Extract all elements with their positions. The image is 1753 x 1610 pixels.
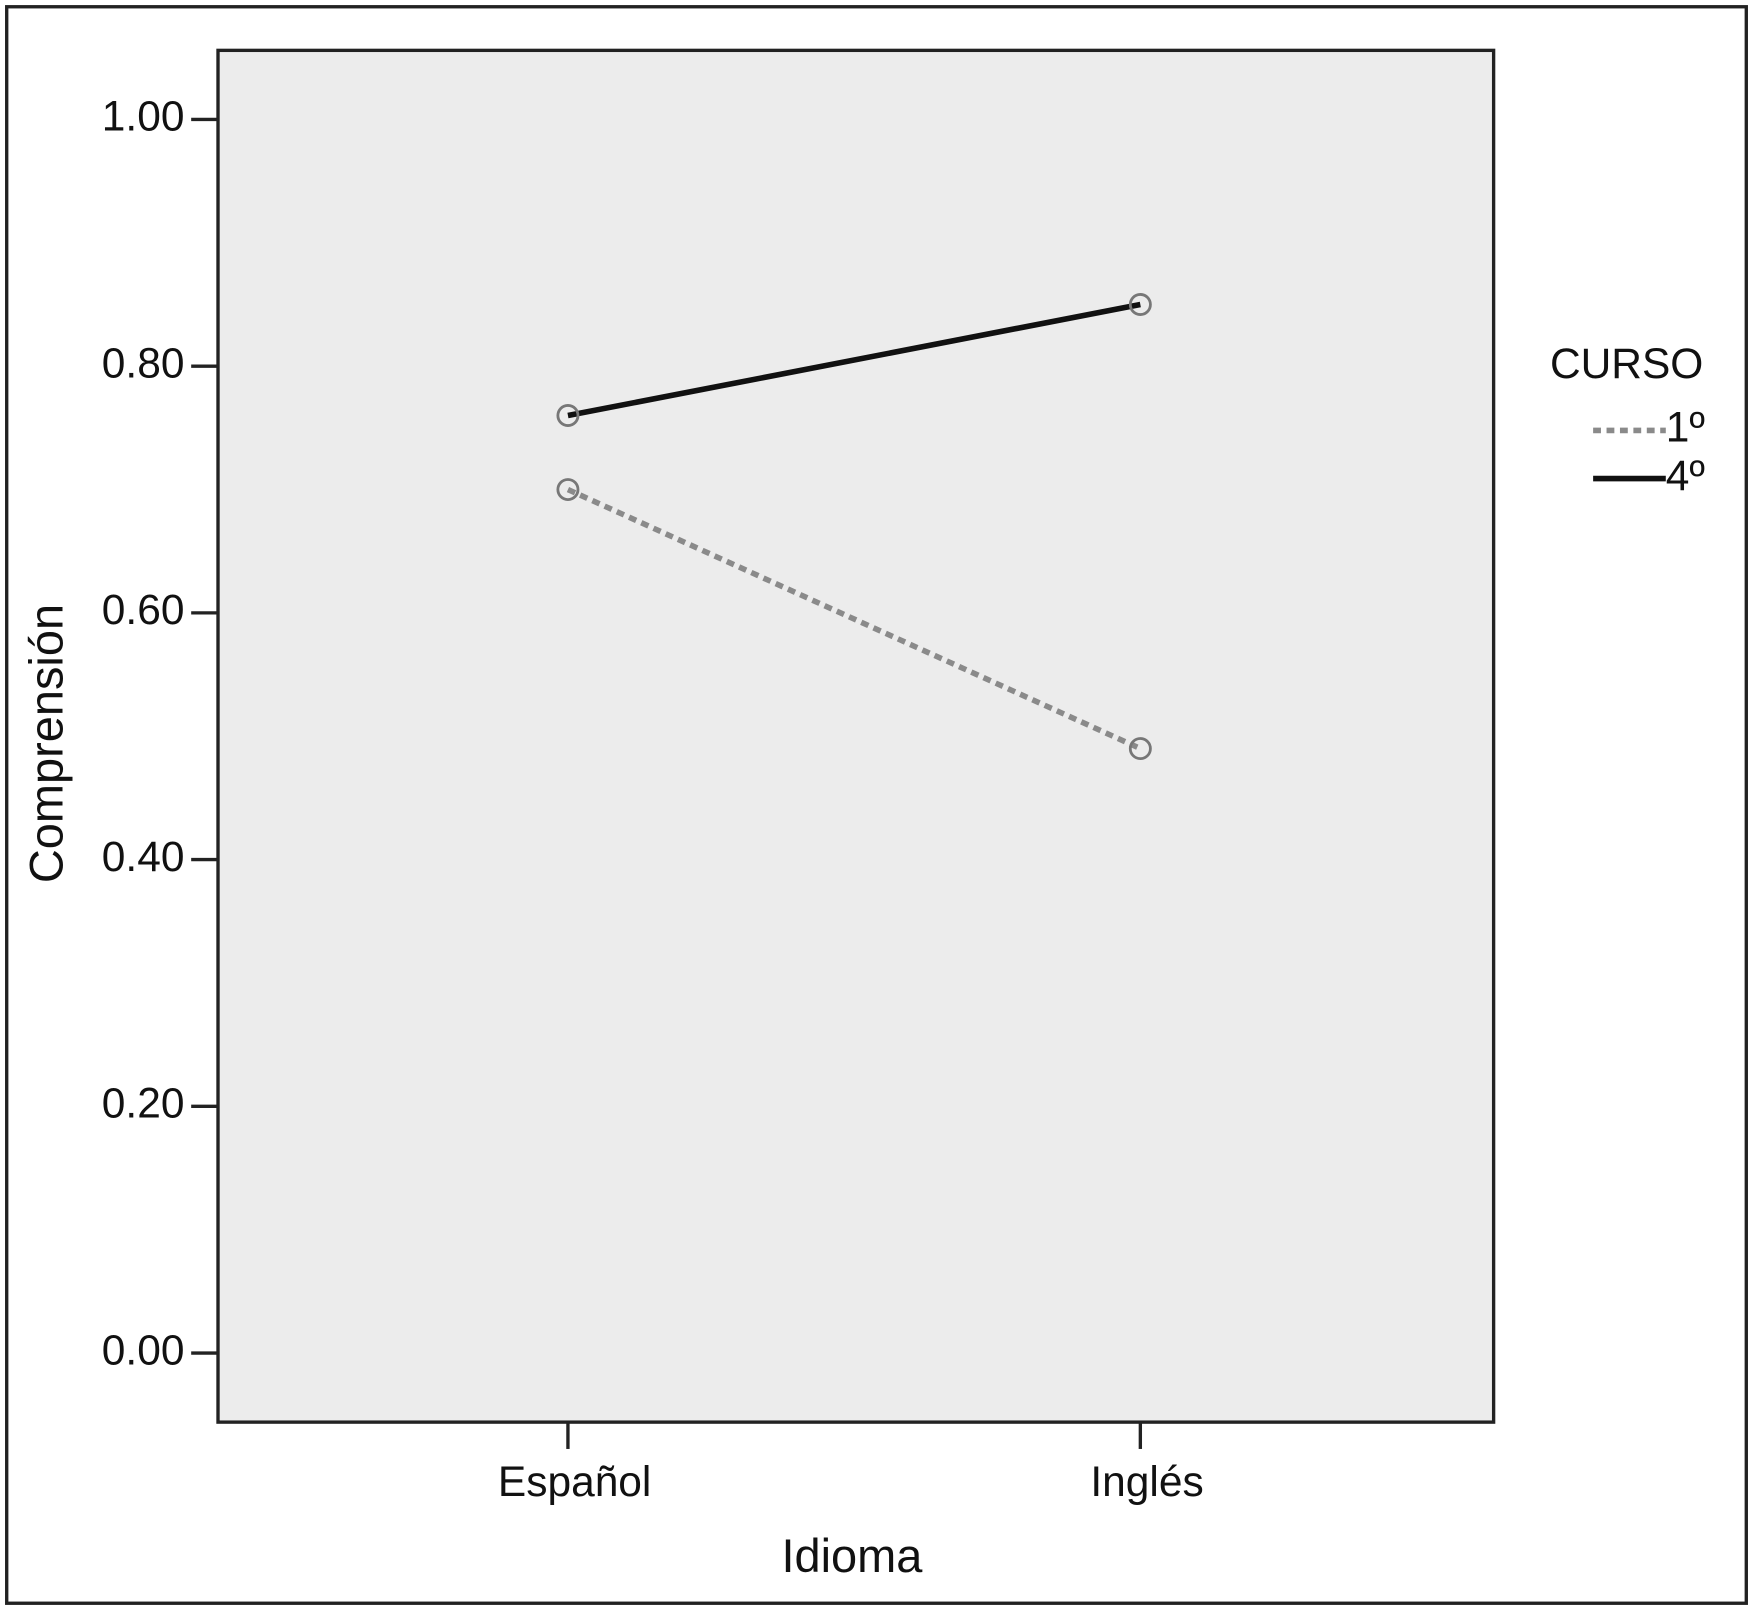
y-tick-label: 0.40 bbox=[102, 834, 185, 881]
x-tick-label: Inglés bbox=[1090, 1459, 1203, 1506]
y-tick-label: 1.00 bbox=[102, 94, 185, 141]
legend-label: 4º bbox=[1666, 453, 1705, 500]
point-marker bbox=[1128, 737, 1152, 761]
point-marker bbox=[1128, 293, 1152, 316]
plot-area bbox=[216, 48, 1496, 1424]
legend-title: CURSO bbox=[1550, 341, 1703, 388]
y-tick-label: 0.60 bbox=[102, 587, 185, 634]
point-marker bbox=[556, 404, 580, 427]
y-tick-label: 0.00 bbox=[102, 1327, 185, 1374]
series-line bbox=[567, 301, 1141, 419]
x-axis-label: Idioma bbox=[781, 1529, 923, 1582]
x-tick-label: Español bbox=[498, 1459, 651, 1506]
y-tick-label: 0.80 bbox=[102, 340, 185, 387]
series-line bbox=[566, 486, 1142, 752]
legend-label: 1º bbox=[1666, 405, 1705, 452]
y-axis-label: Comprensión bbox=[20, 604, 73, 883]
point-marker bbox=[556, 478, 580, 501]
y-tick-label: 0.20 bbox=[102, 1081, 185, 1128]
